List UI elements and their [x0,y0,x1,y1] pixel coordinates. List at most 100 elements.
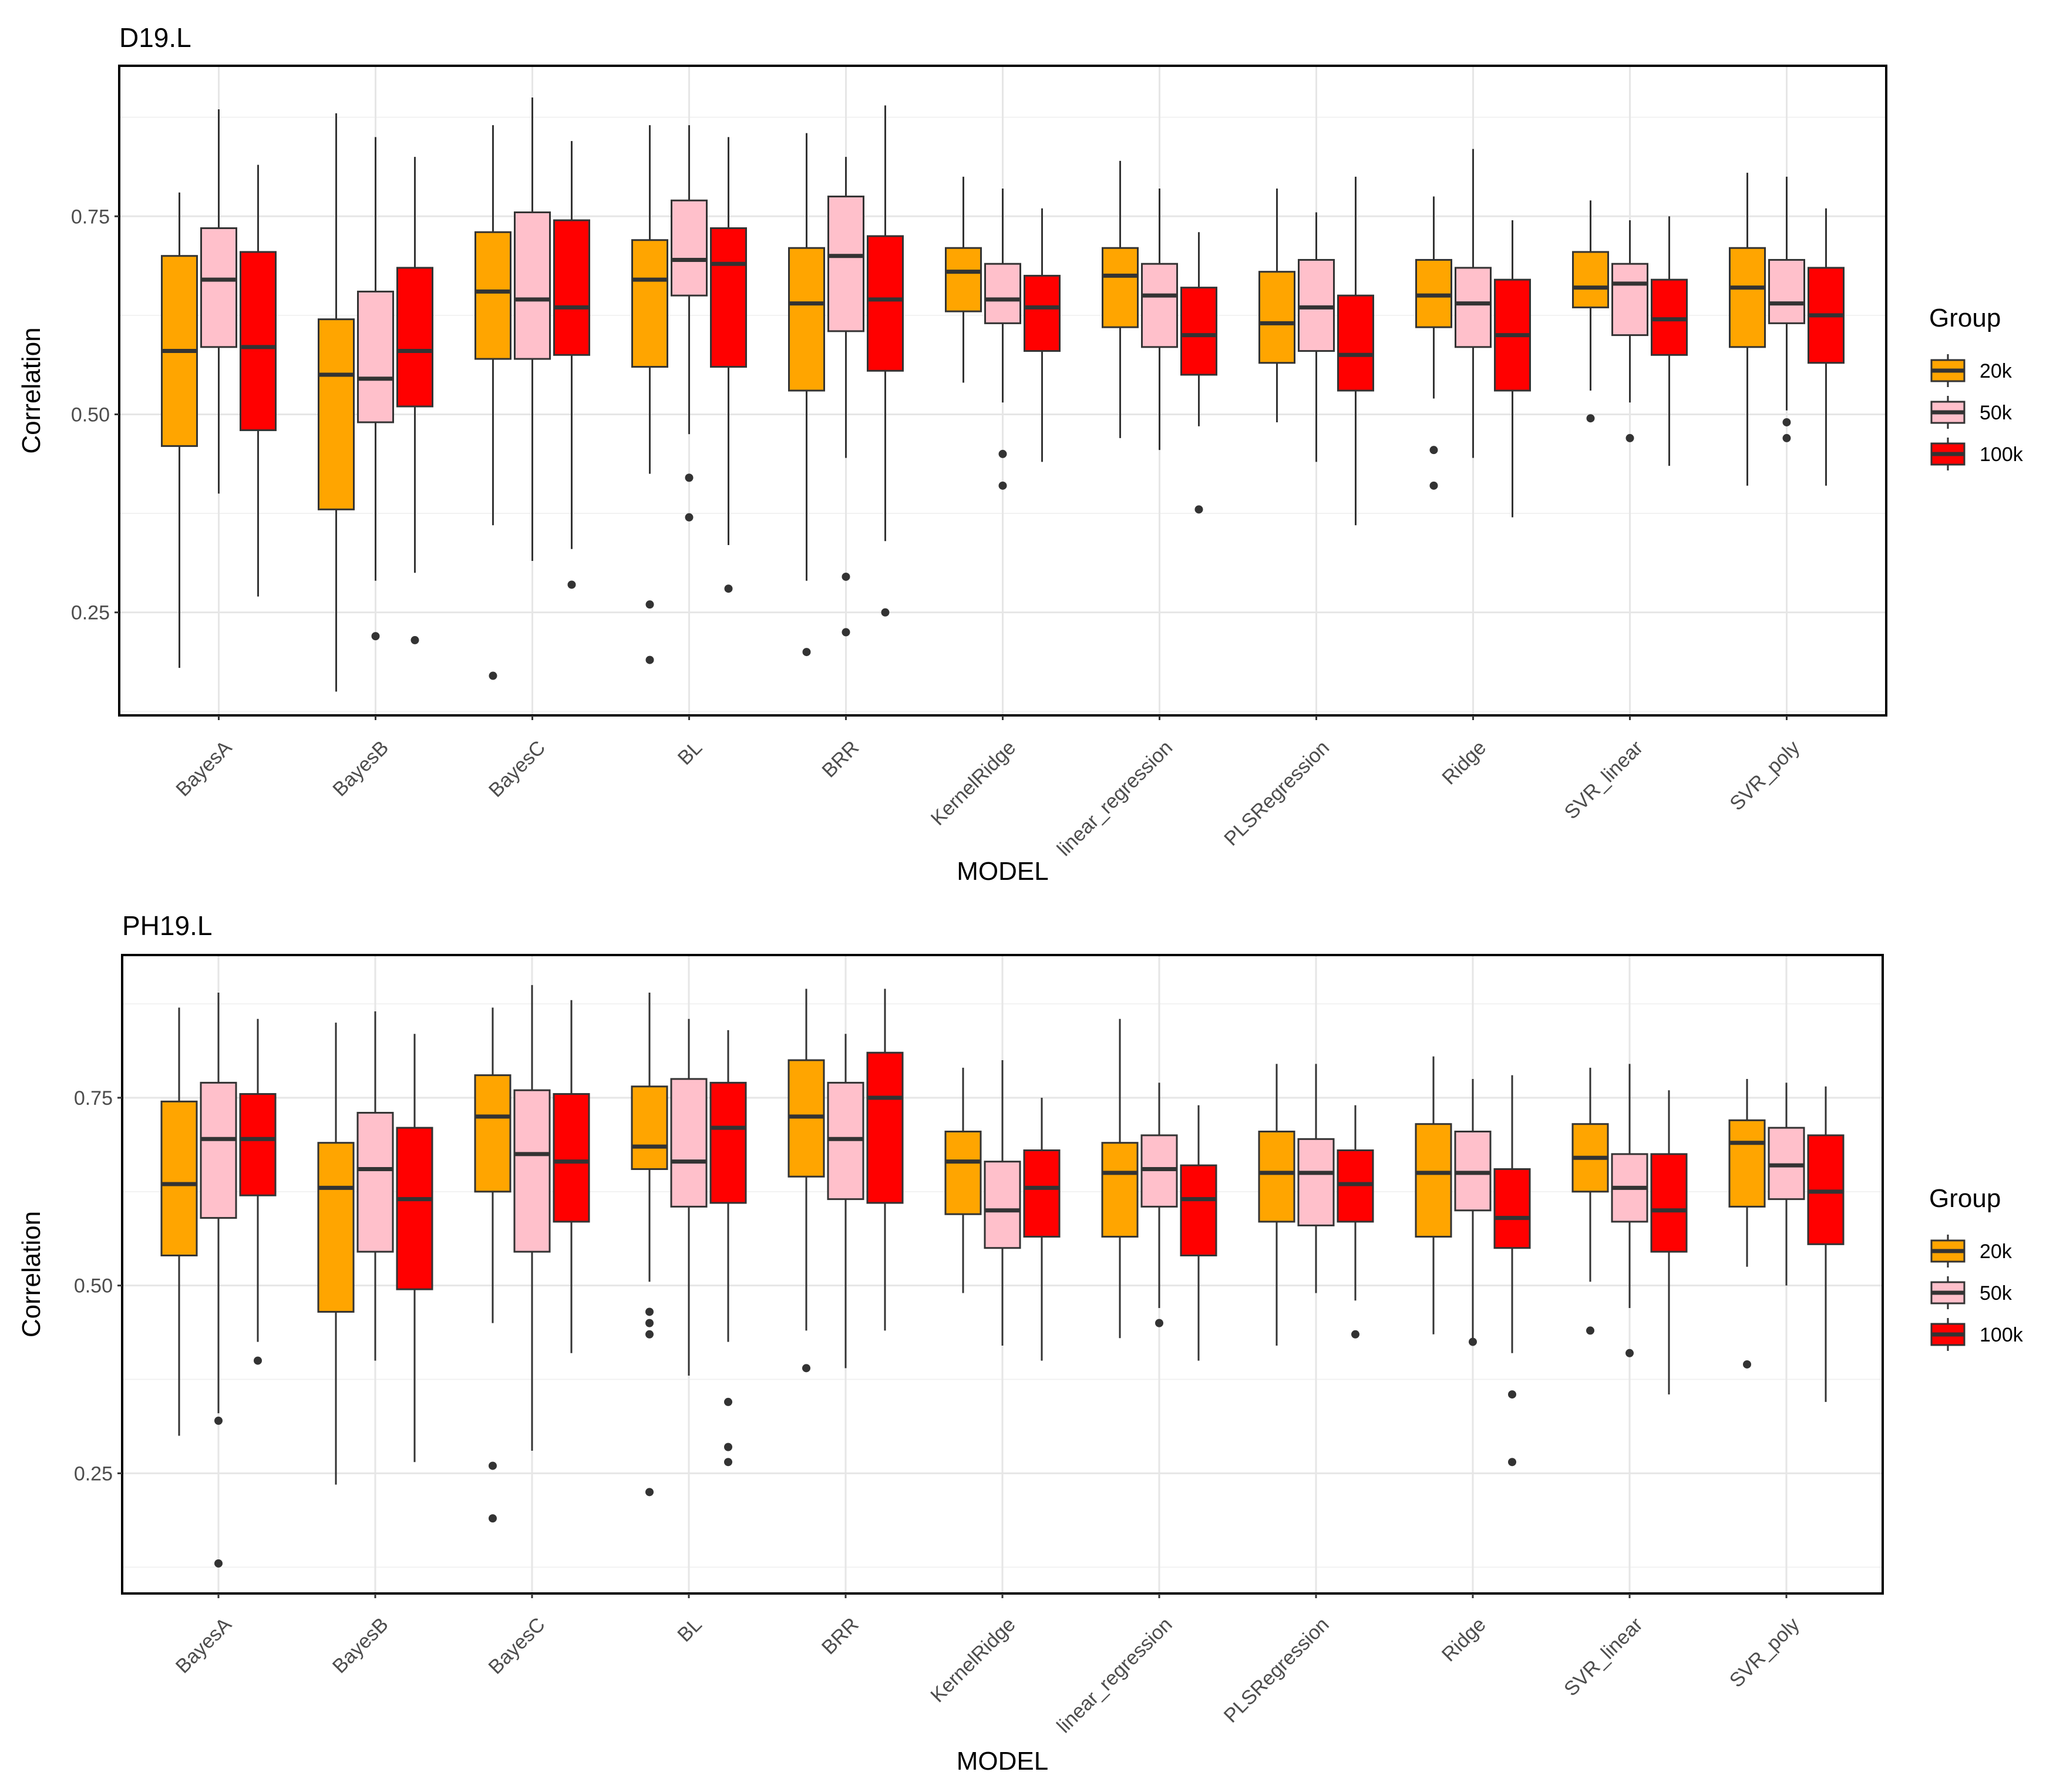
box-100k-BayesA [240,164,277,597]
box-body [396,1127,433,1290]
box-body [474,1074,511,1193]
box-100k-BRR [867,105,904,617]
box-50k-linear_regression [1141,189,1178,450]
legend-key-100k [1930,1318,1966,1351]
box-body [1493,1168,1531,1249]
outlier-point [1469,1337,1477,1346]
x-tick-label: BayesA [171,737,236,801]
box-body [1297,1138,1335,1226]
legend-key-50k [1930,396,1966,429]
box-body [239,1093,277,1196]
box-50k-BayesA [200,109,237,494]
legend: Group 20k 50k 100k [1929,304,2024,470]
box-50k-PLSRegression [1298,212,1335,462]
chart-panel-2: 0.25 0.50 0.75 BayesA BayesB BayesC BL BRR Kerne… [17,910,2024,1776]
x-tick-label: linear_regression [1053,737,1177,860]
outlier-point [802,1364,810,1373]
outlier-point [724,584,733,593]
x-tick-label: SVR_linear [1560,1613,1647,1700]
outlier-point [645,1330,654,1339]
box-20k-BayesC [474,1007,511,1523]
y-axis-label: Correlation [17,1211,46,1337]
box-body [356,1112,394,1253]
x-tick-label: SVR_linear [1560,737,1647,823]
box-100k-BayesB [396,157,433,644]
box-50k-BayesC [513,985,551,1451]
box-20k-BRR [788,133,825,657]
legend: Group 20k 50k 100k [1929,1184,2024,1351]
box-100k-PLSRegression [1337,176,1374,526]
x-tick-label: Ridge [1438,737,1490,789]
outlier-point [1782,418,1791,426]
box-body [709,1081,747,1204]
box-body [318,318,355,510]
outlier-point [254,1356,262,1365]
box-50k-BayesA [200,992,237,1568]
legend-key-50k [1930,1276,1966,1309]
box-body [944,1131,982,1215]
box-body [1650,1153,1688,1253]
box-20k-SVR_poly [1728,1079,1766,1369]
box-body [1455,267,1492,348]
box-body [1768,258,1805,324]
box-20k-BayesC [474,125,511,680]
box-50k-SVR_poly [1768,176,1805,442]
box-100k-Ridge [1493,1075,1531,1467]
box-100k-PLSRegression [1337,1105,1374,1339]
legend-label: 20k [1980,1240,2012,1263]
box-20k-KernelRidge [944,1067,982,1293]
y-tick-label: 0.25 [74,1462,113,1485]
outlier-point [1429,481,1438,490]
outlier-point [214,1416,223,1425]
x-tick-label: PLSRegression [1220,737,1334,850]
box-100k-BayesA [239,1018,277,1365]
box-body [631,1085,668,1170]
box-body [867,235,904,372]
x-tick-label: Ridge [1438,1613,1490,1666]
box-50k-BL [670,1018,708,1376]
box-50k-KernelRidge [984,189,1021,490]
outlier-point [724,1443,732,1451]
box-body [1611,263,1648,337]
box-body [1729,247,1766,348]
outlier-point [1508,1458,1516,1467]
outlier-point [1508,1390,1516,1399]
box-20k-SVR_linear [1572,200,1609,423]
outlier-point [724,1397,732,1406]
outlier-point [881,608,890,617]
box-100k-linear_regression [1180,232,1217,514]
outlier-point [1194,505,1203,514]
box-body [1180,287,1217,376]
box-body [1728,1119,1766,1208]
box-body [631,239,668,368]
box-50k-KernelRidge [984,1060,1021,1346]
outlier-point [1782,433,1791,442]
box-20k-PLSRegression [1258,1064,1295,1346]
outlier-point [842,572,850,581]
box-body [396,267,433,408]
box-20k-SVR_poly [1729,173,1766,486]
box-50k-BL [671,125,708,522]
box-50k-linear_regression [1140,1082,1178,1327]
box-body [474,231,511,360]
box-50k-BRR [827,157,864,637]
outlier-point [1586,414,1595,423]
box-body [553,1093,590,1223]
box-50k-SVR_linear [1611,220,1648,442]
box-20k-BRR [787,989,825,1373]
box-body [553,219,590,356]
outlier-point [1155,1319,1163,1327]
outlier-point [724,1458,732,1467]
outlier-point [1586,1326,1594,1335]
box-50k-BayesC [514,97,551,561]
box-50k-SVR_poly [1768,1082,1805,1286]
outlier-point [1429,446,1438,455]
box-100k-BL [710,137,747,593]
box-body [1258,271,1295,364]
box-100k-linear_regression [1180,1105,1217,1361]
box-20k-BayesB [318,113,355,692]
box-20k-BayesB [317,1023,355,1485]
box-body [866,1051,904,1204]
x-tick-label: BRR [817,1613,863,1659]
